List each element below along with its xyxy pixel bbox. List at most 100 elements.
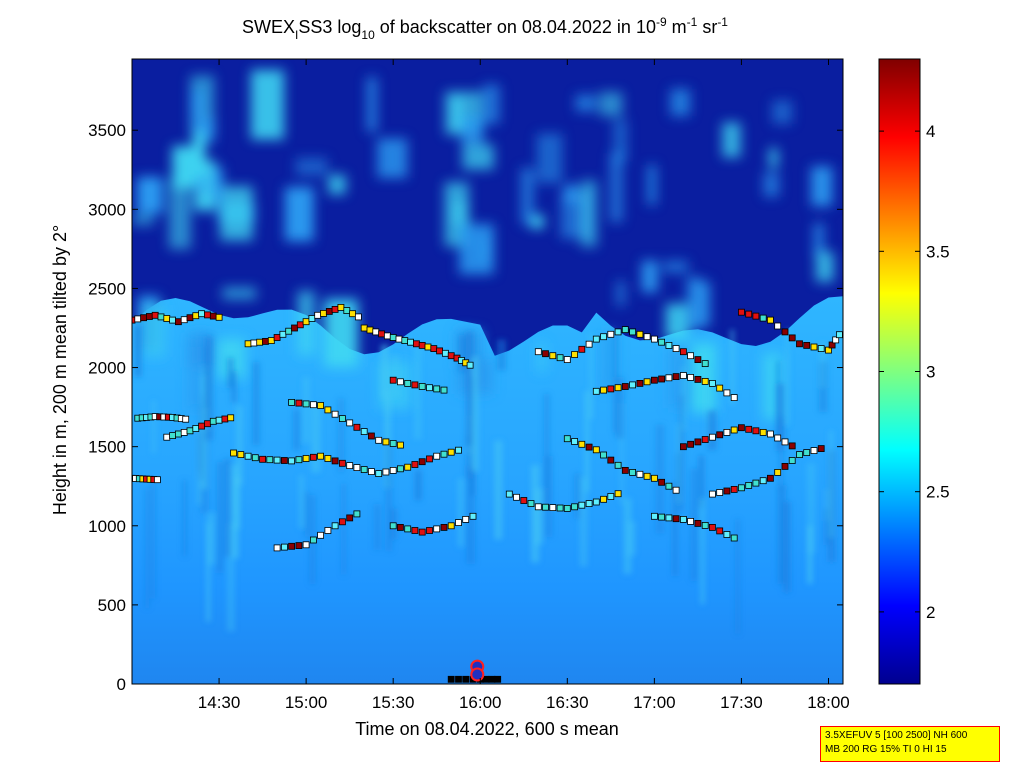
layer-marker [288,457,296,465]
layer-marker [600,386,607,394]
layer-marker [658,513,665,521]
layer-marker [366,326,374,334]
layer-marker [694,375,702,383]
layer-marker [151,311,159,319]
layer-marker [186,427,194,435]
layer-marker [273,544,281,552]
layer-marker [280,543,288,551]
layer-marker [157,313,165,321]
layer-marker [578,345,586,353]
streak [543,393,550,507]
settings-info-box: 3.5XEFUV 5 [100 2500] NH 600 MB 200 RG 1… [820,726,1000,762]
layer-marker [433,525,441,533]
layer-marker [592,498,600,506]
layer-marker [140,314,148,322]
streak [574,473,581,519]
cloud-patch [188,346,204,410]
layer-marker [796,340,803,348]
layer-marker [752,427,760,435]
layer-marker [418,383,426,390]
streak [415,470,422,501]
layer-marker [680,372,687,379]
layer-marker [227,414,235,422]
streak [705,367,710,444]
layer-marker [607,493,615,500]
layer-marker [817,445,825,453]
x-tick-label: 17:00 [633,693,676,712]
layer-marker [309,453,317,461]
layer-marker [267,337,275,345]
streak [304,491,309,537]
layer-marker [629,468,636,476]
streak [579,477,588,567]
layer-marker [687,373,694,381]
streak [736,519,740,634]
layer-marker [353,510,361,518]
cloud-patch [190,89,205,118]
cloud-patch [172,146,196,188]
streak [293,409,300,451]
layer-marker [716,489,724,496]
streak [298,475,304,529]
layer-marker [636,470,644,478]
layer-marker [462,516,470,523]
layer-marker [672,515,680,523]
layer-marker [325,307,333,315]
layer-marker [643,333,651,341]
layer-marker [360,466,368,474]
layer-marker [337,303,345,311]
layer-marker [701,522,709,529]
layer-marker [209,417,217,425]
layer-marker [302,400,310,408]
layer-marker [389,376,397,384]
streak [544,455,553,538]
layer-marker [426,384,433,392]
streak [584,391,590,493]
layer-marker [338,518,346,526]
layer-marker [585,500,593,508]
layer-marker [251,454,259,462]
cloud-patch [670,89,691,116]
layer-marker [455,675,462,683]
layer-marker [651,376,658,384]
cloud-patch [459,224,494,275]
layer-marker [494,675,502,683]
layer-marker [621,383,629,390]
y-tick-label: 3000 [88,200,126,219]
layer-marker [375,470,383,478]
layer-marker [389,522,397,530]
layer-marker [836,331,843,339]
layer-marker [367,432,375,440]
layer-marker [291,324,298,332]
layer-marker [767,430,774,438]
layer-marker [680,348,687,356]
layer-marker [621,326,629,334]
cloud-patch [250,69,285,140]
streak [373,504,381,551]
layer-marker [482,675,490,683]
layer-marker [607,330,615,338]
layer-marker [730,485,738,493]
cloud-patch [220,186,253,241]
streak [783,501,791,593]
cloud-patch [461,116,484,145]
layer-marker [701,360,709,368]
layer-marker [180,428,188,436]
layer-marker [404,525,412,533]
layer-marker [404,463,412,471]
layer-marker [723,428,731,436]
layer-marker [396,378,404,386]
layer-marker [723,531,731,538]
streak [729,329,735,405]
layer-marker [817,345,825,353]
layer-marker [723,389,731,397]
streak [144,488,150,609]
layer-marker [180,316,188,324]
layer-marker [759,477,767,485]
layer-marker [382,468,390,476]
x-axis-label: Time on 08.04.2022, 600 s mean [355,719,619,739]
streak [700,498,705,605]
layer-marker [288,398,296,406]
layer-marker [169,432,177,440]
layer-marker [215,313,223,321]
